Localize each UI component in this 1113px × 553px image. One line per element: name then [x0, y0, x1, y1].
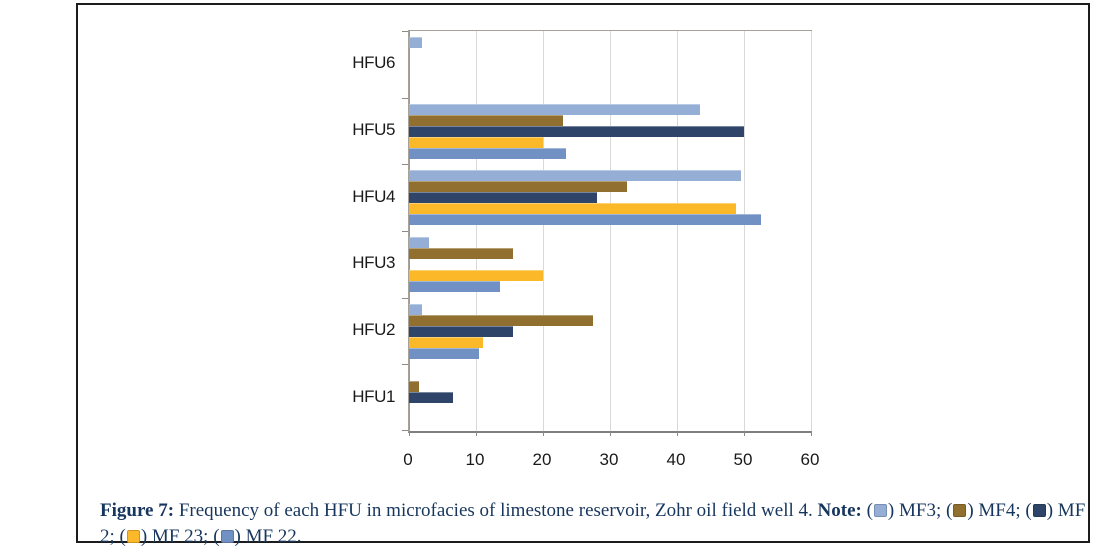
y-axis-tick: [402, 231, 408, 232]
bar-HFU4-MF22: [409, 214, 761, 226]
note-label: Note:: [817, 500, 862, 521]
x-axis-tick: [744, 431, 745, 436]
x-tick-label-10: 10: [465, 450, 485, 469]
x-tick-label-40: 40: [666, 450, 686, 469]
x-tick-label-20: 20: [532, 450, 552, 469]
figure-caption: Figure 7: Frequency of each HFU in micro…: [100, 498, 1102, 550]
legend-swatch-MF2: [1032, 504, 1046, 517]
x-axis-tick: [677, 431, 678, 436]
gridline-60: [811, 31, 812, 431]
y-axis-tick: [402, 364, 408, 366]
x-axis-tick: [476, 431, 477, 436]
bar-HFU4-MF3: [409, 170, 741, 182]
x-tick-label-60: 60: [800, 450, 820, 469]
y-axis-tick: [402, 97, 408, 99]
x-axis-tick: [811, 431, 812, 436]
gridline-10: [476, 31, 477, 431]
x-tick-label-0: 0: [403, 450, 413, 469]
bar-HFU4-MF4: [409, 181, 627, 193]
y-axis-tick: [402, 31, 408, 32]
bar-HFU1-MF2: [409, 392, 453, 404]
bar-HFU2-MF3: [409, 303, 423, 315]
y-axis-tick: [402, 164, 408, 166]
plot-area: [402, 30, 812, 436]
bar-HFU5-MF2: [409, 125, 744, 137]
bar-HFU2-MF23: [409, 336, 483, 348]
bar-HFU1-MF4: [409, 381, 420, 393]
bar-HFU2-MF22: [409, 347, 480, 359]
gridline-30: [610, 31, 611, 431]
bar-HFU5-MF23: [409, 136, 543, 148]
gridline-50: [744, 31, 745, 431]
x-axis-tick: [543, 431, 544, 436]
x-tick-label-30: 30: [599, 450, 619, 469]
category-label-HFU3: HFU3: [352, 253, 395, 273]
bar-HFU3-MF3: [409, 236, 430, 248]
figure-label: Figure 7:: [100, 500, 175, 521]
x-axis-tick: [610, 431, 611, 436]
bar-HFU3-MF4: [409, 247, 513, 259]
category-label-HFU1: HFU1: [352, 386, 395, 406]
bar-HFU6-MF3: [409, 36, 423, 48]
bar-HFU2-MF2: [409, 325, 513, 337]
caption-legend: () MF3; () MF4; () MF 2; () MF 23; () MF…: [100, 500, 1086, 547]
y-axis-tick: [402, 297, 408, 299]
y-axis-line: [409, 31, 410, 431]
legend-swatch-MF23: [126, 530, 140, 543]
gridline-40: [677, 31, 678, 431]
legend-swatch-MF3: [873, 504, 887, 517]
legend-swatch-MF4: [953, 504, 967, 517]
bar-HFU4-MF2: [409, 192, 597, 204]
caption-text: Frequency of each HFU in microfacies of …: [178, 500, 813, 521]
x-axis-tick: [409, 431, 410, 436]
bar-HFU5-MF3: [409, 103, 701, 115]
legend-swatch-MF22: [220, 530, 234, 543]
category-label-HFU2: HFU2: [352, 320, 395, 339]
bar-HFU3-MF23: [409, 269, 543, 281]
bar-HFU3-MF22: [409, 280, 500, 292]
bar-HFU2-MF4: [409, 314, 594, 326]
bar-HFU5-MF22: [409, 147, 567, 159]
bar-HFU4-MF23: [409, 203, 736, 215]
category-label-HFU6: HFU6: [352, 53, 395, 73]
bar-HFU5-MF4: [409, 114, 564, 126]
category-label-HFU4: HFU4: [352, 186, 395, 206]
x-tick-label-50: 50: [733, 450, 753, 469]
category-label-HFU5: HFU5: [352, 120, 395, 139]
y-axis-tick: [402, 430, 408, 431]
figure-panel: HFU6 HFU5 HFU4 HFU3 HFU2 HFU1 0 10 20 30 40 50 60 F…: [76, 3, 1090, 547]
gridline-20: [543, 31, 544, 431]
